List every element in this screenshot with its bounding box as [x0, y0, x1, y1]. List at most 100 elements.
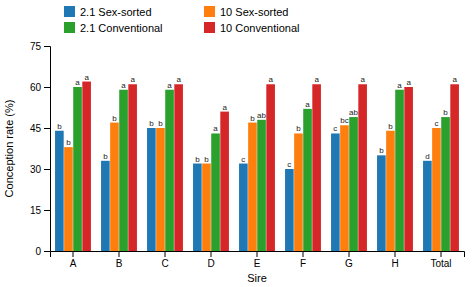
bar [257, 120, 266, 251]
x-tick-label: B [116, 258, 123, 269]
y-tick: 0 [35, 246, 50, 257]
x-tick-label: G [345, 258, 353, 269]
annotation: a [121, 81, 126, 90]
annotation: a [84, 73, 89, 82]
annotation: b [66, 138, 71, 147]
x-tick-label: E [254, 258, 261, 269]
legend-item: 2.1 Sex-sorted [64, 6, 152, 18]
x-tick-label: Total [430, 258, 451, 269]
legend: 2.1 Sex-sorted10 Sex-sorted2.1 Conventio… [64, 6, 300, 34]
annotation: a [305, 100, 310, 109]
y-tick-mark [44, 128, 50, 129]
bar [101, 161, 110, 251]
bar [404, 87, 413, 251]
annotation: a [397, 81, 402, 90]
bar [432, 128, 441, 251]
legend-swatch [64, 6, 75, 17]
bar [202, 164, 211, 251]
x-axis-title: Sire [247, 272, 267, 284]
legend-label: 10 Conventional [220, 22, 300, 34]
bar [349, 117, 358, 251]
bar [64, 147, 73, 251]
annotation: ab [349, 108, 358, 117]
x-tick: Total [430, 251, 451, 269]
legend-label: 2.1 Conventional [80, 22, 163, 34]
bar [193, 164, 202, 251]
y-tick-mark [44, 169, 50, 170]
annotation: b [296, 124, 301, 133]
y-tick-label: 0 [35, 246, 41, 257]
bar [450, 84, 459, 251]
x-tick-mark [119, 251, 120, 257]
y-tick: 30 [30, 164, 50, 175]
y-tick: 60 [30, 82, 50, 93]
x-tick-mark [257, 251, 258, 257]
annotations: bbbbcccbdbbbbbbbcbcaaaaabaababaaaaaaaaa [57, 73, 457, 169]
annotation: b [149, 119, 154, 128]
annotation: a [314, 75, 319, 84]
bar [128, 84, 137, 251]
bar [266, 84, 275, 251]
x-tick-mark [349, 251, 350, 257]
annotation: a [130, 75, 135, 84]
annotation: b [204, 155, 209, 164]
bar [147, 128, 156, 251]
annotation: a [360, 75, 365, 84]
bar [303, 109, 312, 251]
annotation: a [222, 103, 227, 112]
y-tick-label: 15 [30, 205, 42, 216]
y-tick-mark [44, 251, 50, 252]
x-tick-mark [165, 251, 166, 257]
y-tick-mark [44, 87, 50, 88]
bar [220, 112, 229, 251]
bar [82, 82, 91, 251]
annotation: c [287, 160, 291, 169]
bar [248, 123, 257, 251]
bar-series [82, 82, 459, 251]
legend-swatch [204, 6, 215, 17]
y-tick-label: 45 [30, 123, 42, 134]
bar [110, 123, 119, 251]
annotation: b [250, 114, 255, 123]
x-axis: A B C D E F G H Total [51, 251, 465, 269]
annotation: b [379, 146, 384, 155]
annotation: a [167, 81, 172, 90]
annotation: a [452, 75, 457, 84]
bar [423, 161, 432, 251]
bar [294, 133, 303, 251]
annotation: b [158, 119, 163, 128]
legend-swatch [64, 22, 75, 33]
y-axis-line [44, 47, 51, 252]
y-tick: 15 [30, 205, 50, 216]
x-tick-label: H [391, 258, 398, 269]
annotation: c [333, 124, 337, 133]
annotation: a [406, 78, 411, 87]
bar [441, 117, 450, 251]
bar [156, 128, 165, 251]
annotation: b [103, 152, 108, 161]
y-tick-mark [44, 210, 50, 211]
x-axis-line [51, 252, 465, 258]
annotation: a [75, 78, 80, 87]
annotation: bc [340, 116, 348, 125]
bar [395, 90, 404, 251]
bar [119, 90, 128, 251]
x-tick: F [300, 251, 306, 269]
y-axis: 0 15 30 45 60 75 [30, 41, 51, 257]
bar [211, 133, 220, 251]
x-tick: A [70, 251, 77, 269]
bar [312, 84, 321, 251]
annotation: a [213, 124, 218, 133]
x-tick: H [391, 251, 398, 269]
x-tick: E [254, 251, 261, 269]
chart: 01530456075ABCDEFGHTotalbbbbcccbdbbbbbbb… [0, 0, 474, 287]
bar [331, 133, 340, 251]
annotation: c [434, 119, 438, 128]
y-tick-label: 75 [30, 41, 42, 52]
legend-item: 2.1 Conventional [64, 22, 163, 34]
x-tick: D [207, 251, 214, 269]
y-tick-label: 60 [30, 82, 42, 93]
x-tick-label: D [207, 258, 214, 269]
x-tick-mark [303, 251, 304, 257]
x-tick-label: C [161, 258, 168, 269]
